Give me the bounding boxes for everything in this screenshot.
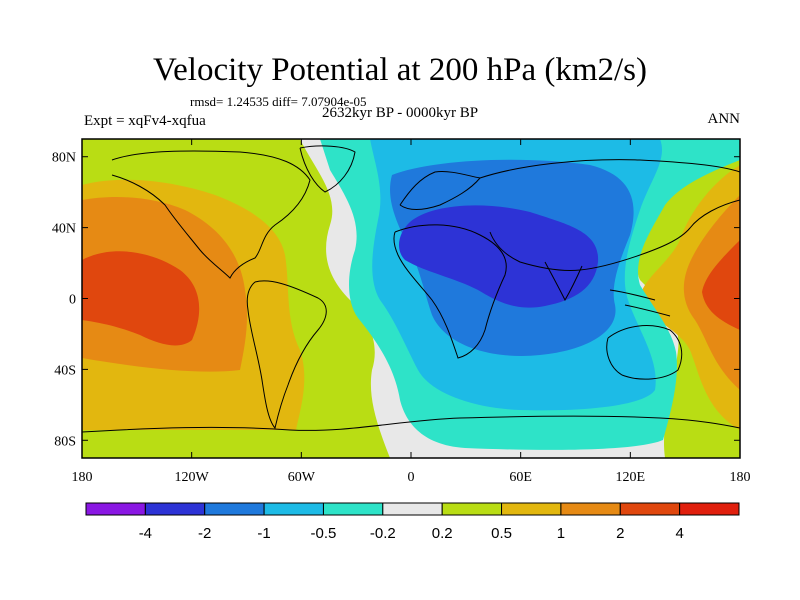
rmsd-diff-stats: rmsd= 1.24535 diff= 7.07904e-05 — [190, 94, 367, 109]
colorbar-swatch — [560, 502, 621, 516]
coastline-greenland — [299, 145, 356, 193]
colorbar-swatch — [619, 502, 681, 516]
colorbar-swatch — [263, 502, 324, 516]
lat-tick-label: 80S — [54, 434, 76, 449]
contour-band-positive-2 — [82, 251, 200, 346]
coastlines — [82, 145, 740, 433]
colorbar-label: 0.2 — [432, 525, 453, 542]
lon-tick-label: 60E — [509, 470, 532, 485]
colorbar-label: 1 — [557, 525, 565, 542]
colorbar-label: -0.2 — [370, 525, 396, 542]
coastline-antarctica — [82, 415, 740, 433]
coastline-south-america — [246, 280, 327, 430]
colorbar: -4 -2 -1 -0.5 -0.2 0.2 0.5 1 2 4 — [85, 502, 740, 542]
colorbar-swatch — [382, 502, 443, 516]
lon-tick-label: 120E — [616, 470, 646, 485]
lon-tick-label: 180 — [72, 470, 93, 485]
axis-ticks: 180 120W 60W 0 60E 120E 180 80N 40N 0 40S 80S — [52, 139, 751, 485]
contour-field — [82, 139, 740, 458]
colorbar-swatch — [85, 502, 146, 516]
colorbar-label: 2 — [616, 525, 624, 542]
coastline-north-america — [111, 150, 311, 279]
experiment-label: Expt = xqFv4-xqfua — [84, 113, 206, 129]
coastline-india — [544, 261, 583, 302]
colorbar-swatch — [441, 502, 503, 516]
coastline-maritime-continent — [609, 289, 671, 317]
lon-tick-label: 0 — [408, 470, 415, 485]
lon-tick-label: 60W — [288, 470, 316, 485]
lat-tick-label: 40N — [52, 222, 76, 237]
colorbar-label: 4 — [675, 525, 683, 542]
lon-tick-label: 120W — [175, 470, 210, 485]
coastline-asia — [479, 159, 740, 271]
contour-band-positive-east-2 — [702, 240, 740, 330]
colorbar-label: -4 — [139, 525, 152, 542]
colorbar-label: -0.5 — [311, 525, 337, 542]
colorbar-label: 0.5 — [491, 525, 512, 542]
colorbar-swatch — [144, 502, 206, 516]
colorbar-swatch — [679, 502, 740, 516]
colorbar-swatch — [501, 502, 562, 516]
colorbar-label: -2 — [198, 525, 211, 542]
coastline-australia — [606, 325, 683, 380]
colorbar-swatch — [204, 502, 265, 516]
season-label: ANN — [707, 111, 741, 127]
chart-title: Velocity Potential at 200 hPa (km2/s) — [152, 52, 648, 88]
colorbar-label: -1 — [257, 525, 270, 542]
lon-tick-label: 180 — [730, 470, 751, 485]
contour-band-negative-2 — [398, 205, 599, 308]
colorbar-swatch — [322, 502, 384, 516]
lat-tick-label: 40S — [54, 363, 76, 378]
coastline-africa — [393, 224, 507, 359]
lat-tick-label: 0 — [69, 293, 76, 308]
lat-tick-label: 80N — [52, 151, 76, 166]
time-period-label: 2632kyr BP - 0000kyr BP — [322, 105, 479, 121]
